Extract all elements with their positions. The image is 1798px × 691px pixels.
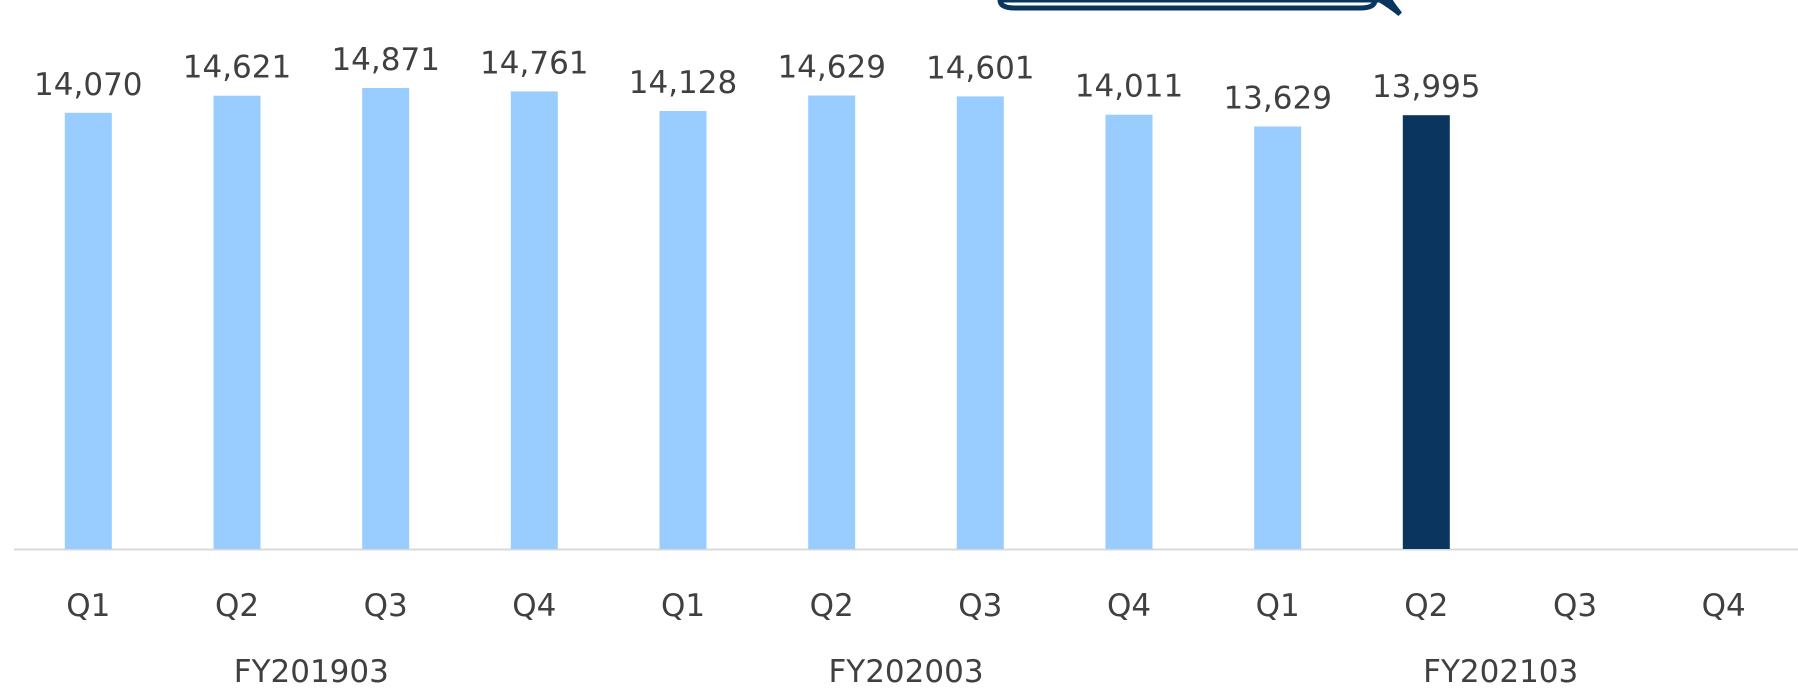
- bar-6: [808, 95, 856, 549]
- group-label-3: FY202103: [1423, 654, 1578, 690]
- group-label-2: FY202003: [828, 654, 983, 690]
- data-label-8: 14,011: [1075, 69, 1183, 105]
- data-label-6: 14,629: [777, 50, 885, 86]
- category-label-7: Q3: [958, 588, 1002, 624]
- bar-10: [1402, 115, 1450, 549]
- data-label-1: 14,070: [34, 67, 142, 103]
- bar-4: [510, 91, 558, 550]
- category-label-3: Q3: [364, 588, 408, 624]
- category-label-10: Q2: [1404, 588, 1448, 624]
- data-label-9: 13,629: [1223, 81, 1331, 117]
- bar-9: [1254, 126, 1302, 549]
- category-label-12: Q4: [1702, 588, 1746, 624]
- callout-bubble: [997, 0, 1402, 16]
- bar-2: [213, 95, 261, 549]
- category-label-4: Q4: [512, 588, 556, 624]
- bar-3: [362, 88, 410, 549]
- bar-7: [956, 96, 1004, 550]
- data-label-7: 14,601: [926, 50, 1034, 86]
- data-label-4: 14,761: [480, 45, 588, 81]
- data-label-10: 13,995: [1372, 69, 1480, 105]
- bar-1: [64, 112, 112, 550]
- bar-8: [1105, 114, 1153, 549]
- data-label-5: 14,128: [629, 65, 737, 101]
- category-label-9: Q1: [1256, 588, 1300, 624]
- data-label-3: 14,871: [331, 42, 439, 78]
- category-label-8: Q4: [1107, 588, 1151, 624]
- group-tick-labels: FY201903 FY202003 FY202103: [234, 654, 1579, 690]
- category-label-1: Q1: [66, 588, 110, 624]
- category-label-11: Q3: [1553, 588, 1597, 624]
- data-labels: 14,070 14,621 14,871 14,761 14,128 14,629 14,6…: [34, 42, 1480, 117]
- group-label-1: FY201903: [234, 654, 389, 690]
- data-label-2: 14,621: [183, 50, 291, 86]
- category-label-2: Q2: [215, 588, 259, 624]
- category-label-5: Q1: [661, 588, 705, 624]
- category-label-6: Q2: [810, 588, 854, 624]
- bar-5: [659, 111, 707, 549]
- bar-series: [64, 88, 1450, 550]
- category-tick-labels: Q1 Q2 Q3 Q4 Q1 Q2 Q3 Q4 Q1 Q2 Q3 Q4: [66, 588, 1746, 624]
